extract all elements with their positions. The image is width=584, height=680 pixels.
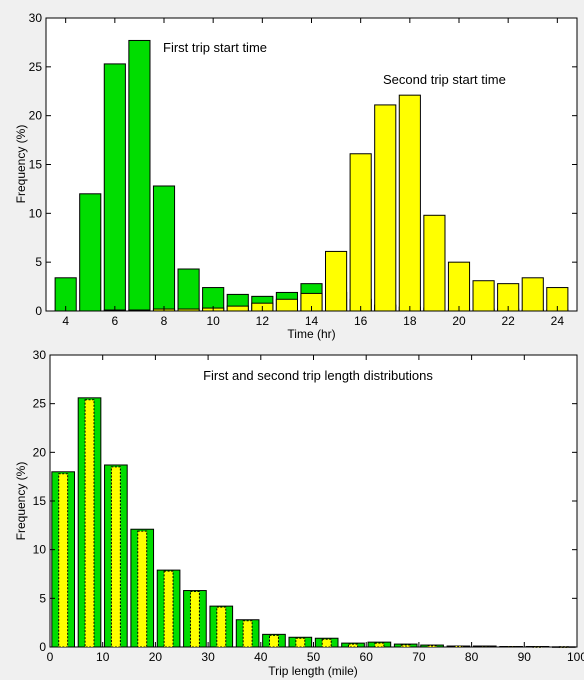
x-tick-label-20: 20 [452,314,466,328]
y-tick-label-15: 15 [33,494,47,508]
y-tick-label-30: 30 [33,348,47,362]
x-tick-label-40: 40 [254,650,268,664]
trip-length-title: First and second trip length distributio… [203,368,433,383]
y-tick-label-5: 5 [35,255,42,269]
x-tick-label-18: 18 [403,314,417,328]
bar-second-13 [400,644,411,648]
bar-second-8 [269,634,279,648]
x-tick-label-14: 14 [305,314,319,328]
bar-second-3 [137,530,148,648]
bar-first-3 [128,39,151,312]
bar-second-5 [189,591,200,648]
bar-second-7 [242,620,253,648]
bar-second-16 [479,646,490,648]
trip-length-x-label: Trip length (mile) [268,664,358,678]
trip-length-plot-area [49,354,578,648]
bar-second-13 [374,104,397,312]
bar-second-10 [321,638,332,648]
y-tick-label-15: 15 [29,158,43,172]
x-tick-label-0: 0 [47,650,54,664]
bar-second-12 [374,642,385,648]
x-tick-label-4: 4 [62,314,69,328]
first-trip-annotation: First trip start time [163,40,267,55]
y-tick-label-30: 30 [29,11,43,25]
y-tick-label-25: 25 [33,397,47,411]
bar-second-11 [348,643,359,648]
bar-first-2 [103,63,126,312]
y-tick-label-25: 25 [29,60,43,74]
bar-second-11 [325,250,348,312]
bar-second-6 [216,606,227,648]
y-tick-label-10: 10 [29,206,43,220]
x-tick-label-70: 70 [412,650,426,664]
x-tick-label-6: 6 [111,314,118,328]
bar-second-15 [423,214,446,312]
start-time-x-label: Time (hr) [287,327,335,341]
bar-second-18 [532,646,543,648]
x-tick-label-50: 50 [307,650,321,664]
bar-second-1 [84,399,95,648]
bar-second-2 [110,466,121,648]
x-tick-label-22: 22 [501,314,515,328]
bar-second-19 [521,277,544,312]
x-tick-label-30: 30 [201,650,215,664]
bar-first-5 [177,268,200,312]
second-trip-annotation: Second trip start time [383,72,506,87]
bar-second-16 [447,261,471,312]
bar-second-9 [275,298,298,312]
y-tick-label-20: 20 [33,445,47,459]
bar-second-9 [295,637,306,648]
trip-length-axes: 0 10 20 30 40 50 60 70 80 90 100 0 5 10 15 20 25 30 [33,348,584,664]
start-time-bars [54,39,569,312]
trip-length-histogram: 0 10 20 30 40 50 60 70 80 90 100 0 5 10 15 20 25 30 First… [14,348,584,678]
x-tick-label-60: 60 [360,650,374,664]
bar-second-0 [58,473,69,648]
x-tick-label-90: 90 [518,650,532,664]
x-tick-label-80: 80 [465,650,479,664]
bar-second-3 [128,309,151,312]
y-tick-label-20: 20 [29,109,43,123]
bar-second-15 [453,645,464,648]
start-time-y-label: Frequency (%) [14,125,28,204]
bar-first-4 [152,185,176,312]
bar-second-19 [558,646,569,648]
bar-second-14 [398,94,421,312]
x-tick-label-10: 10 [206,314,220,328]
start-time-histogram: 4 6 8 10 12 14 16 18 20 22 24 0 5 10 15 20 25 30 First tr… [14,11,578,341]
x-tick-label-12: 12 [256,314,270,328]
y-tick-label-5: 5 [39,591,46,605]
x-tick-label-20: 20 [149,650,163,664]
start-time-axes: 4 6 8 10 12 14 16 18 20 22 24 0 5 10 15 20 25 30 [29,11,577,328]
bar-second-4 [163,570,174,648]
bar-second-17 [506,646,517,648]
bar-first-1 [79,193,102,312]
trip-length-y-label: Frequency (%) [14,462,28,541]
x-tick-label-16: 16 [354,314,368,328]
trip-length-bars [51,397,576,648]
y-tick-label-0: 0 [35,304,42,318]
bar-second-17 [472,280,495,312]
x-tick-label-24: 24 [551,314,565,328]
y-tick-label-0: 0 [39,640,46,654]
bar-second-5 [177,308,200,312]
x-tick-label-10: 10 [96,650,110,664]
bar-second-7 [226,305,249,312]
x-tick-label-100: 100 [567,650,584,664]
bar-second-14 [427,645,438,648]
x-tick-label-8: 8 [161,314,168,328]
y-tick-label-10: 10 [33,543,47,557]
bar-second-12 [349,153,372,312]
